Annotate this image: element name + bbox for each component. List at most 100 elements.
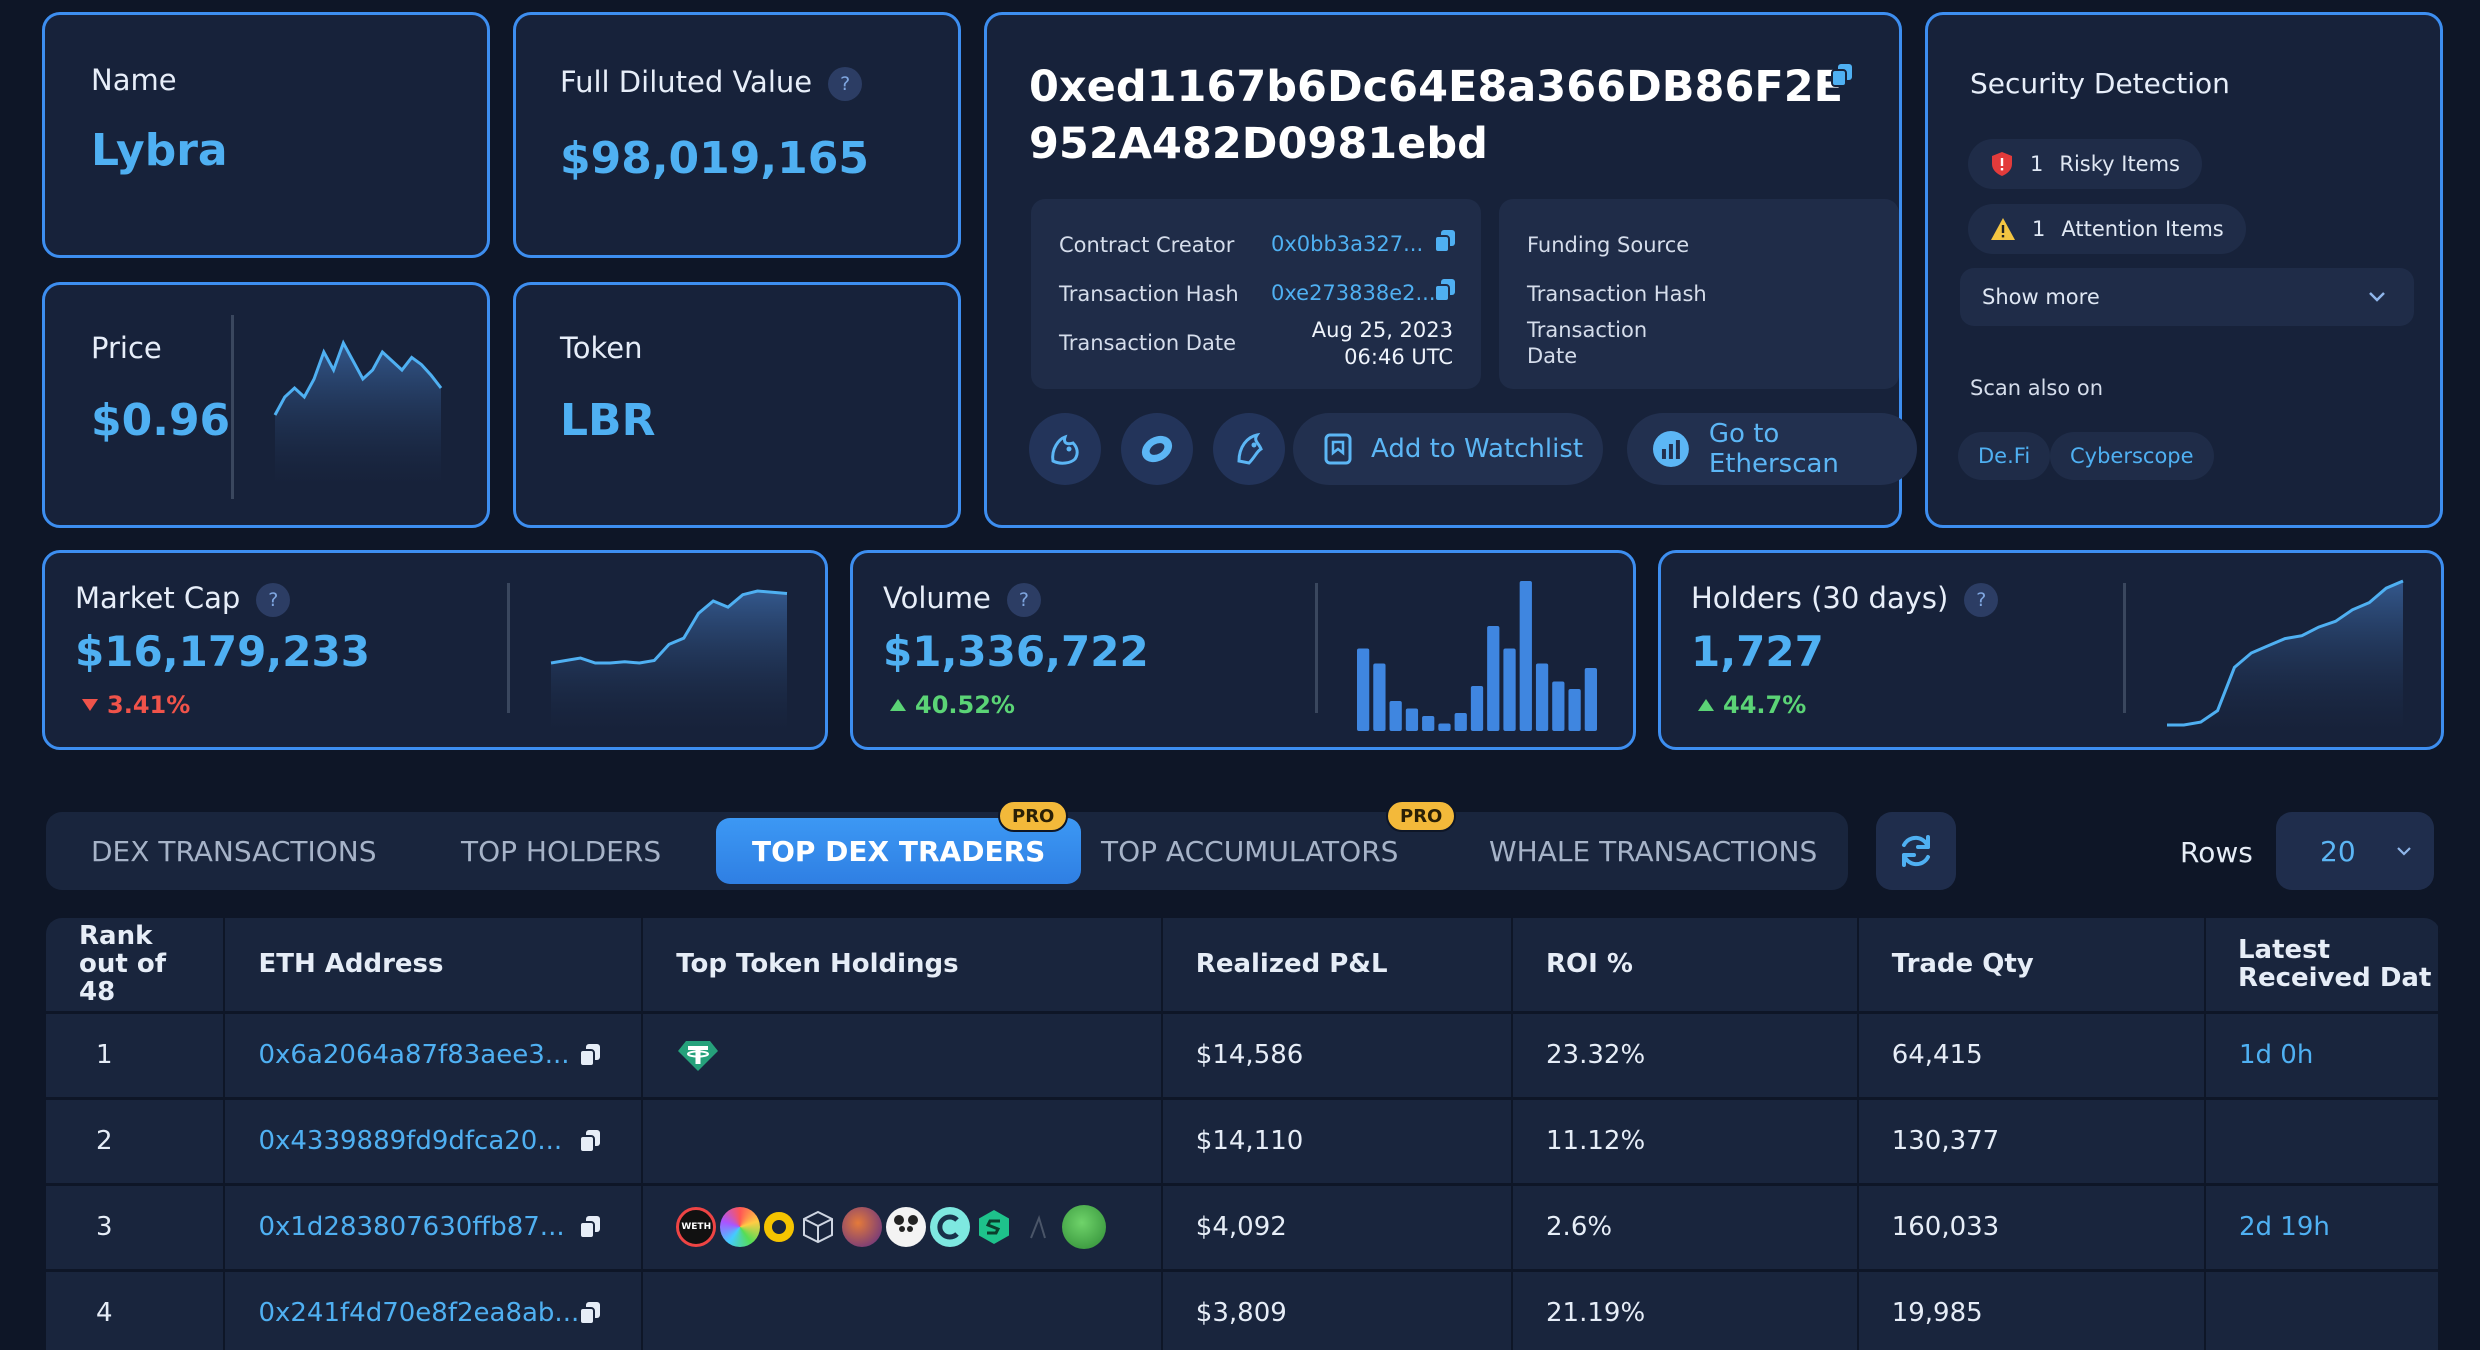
col-latest-received[interactable]: Latest Received Dat (2204, 918, 2440, 1014)
roi-cell: 11.12% (1512, 1098, 1859, 1186)
creator-link[interactable]: 0x0bb3a327... (1271, 232, 1424, 256)
table-row[interactable]: 1 0x6a2064a87f83aee3... $14,586 23.32% 6… (46, 1012, 2440, 1100)
holders-label: Holders (30 days)? (1691, 581, 1999, 617)
rainbow-token-icon[interactable] (720, 1207, 761, 1247)
watchlist-icon (1324, 433, 1352, 465)
contract-address: 0xed1167b6Dc64E8a366DB86F2E952A482D0981e… (1029, 62, 1844, 169)
chevron-down-icon (2397, 847, 2411, 856)
cube-token-icon[interactable] (798, 1207, 838, 1247)
help-icon[interactable]: ? (828, 67, 863, 101)
shield-alert-icon (1992, 152, 2012, 176)
latest-link[interactable]: 1d 0h (2238, 1040, 2314, 1070)
copy-icon[interactable] (579, 1129, 601, 1153)
col-eth-address[interactable]: ETH Address (224, 918, 644, 1014)
attention-items[interactable]: 1 Attention Items (1968, 204, 2246, 254)
security-card: Security Detection 1 Risky Items 1 Atten… (1925, 12, 2443, 528)
token-holdings-cell: WETH (642, 1184, 1163, 1272)
c-token-icon[interactable] (930, 1207, 971, 1247)
holders-change: 44.7% (1697, 691, 1806, 719)
latest-cell: 1d 0h (2204, 1012, 2440, 1100)
tab-top-dex-traders[interactable]: TOP DEX TRADERS (716, 818, 1082, 884)
tab-top-holders[interactable]: TOP HOLDERS (461, 834, 662, 868)
add-to-watchlist-button[interactable]: Add to Watchlist (1293, 413, 1603, 485)
dragon-icon[interactable] (1213, 413, 1285, 485)
address-link[interactable]: 0x241f4d70e8f2ea8ab... (258, 1298, 580, 1328)
name-label: Name (91, 63, 177, 97)
copy-icon[interactable] (579, 1301, 601, 1325)
latest-cell (2204, 1270, 2440, 1350)
col-trade-qty[interactable]: Trade Qty (1857, 918, 2206, 1014)
holders-sparkline (2167, 579, 2404, 731)
col-rank[interactable]: Rank out of 48 (46, 918, 226, 1014)
copy-icon[interactable] (579, 1215, 601, 1239)
go-to-etherscan-button[interactable]: Go to Etherscan (1627, 413, 1917, 485)
cyberscope-link[interactable]: Cyberscope (2050, 432, 2214, 480)
roi-cell: 2.6% (1512, 1184, 1859, 1272)
pnl-cell: $3,809 (1161, 1270, 1514, 1350)
help-icon[interactable]: ? (256, 583, 291, 617)
panda-token-icon[interactable] (886, 1207, 927, 1247)
coin-icon[interactable] (1121, 413, 1193, 485)
fdv-label: Full Diluted Value? (560, 65, 863, 101)
price-value: $0.96 (91, 395, 231, 446)
show-more-dropdown[interactable]: Show more (1960, 268, 2414, 326)
latest-link[interactable]: 2d 19h (2238, 1212, 2330, 1242)
tab-bar: DEX TRANSACTIONS TOP HOLDERS TOP DEX TRA… (46, 812, 1848, 890)
token-symbol: LBR (560, 395, 656, 446)
ring-token-icon[interactable] (764, 1212, 795, 1242)
frog-token-icon[interactable] (1062, 1205, 1107, 1249)
market-cap-spark-line (550, 589, 788, 665)
roi-cell: 23.32% (1512, 1012, 1859, 1100)
col-top-token-holdings[interactable]: Top Token Holdings (642, 918, 1163, 1014)
volume-spark-bar (1568, 689, 1581, 731)
volume-spark-bar (1503, 648, 1516, 731)
funding-label: Funding Source (1527, 233, 1690, 257)
price-spark-area (275, 343, 441, 485)
token-holdings-cell (642, 1270, 1163, 1350)
volume-spark-bar (1405, 708, 1419, 731)
volume-spark-bar (1552, 681, 1565, 731)
price-card: Price $0.96 (42, 282, 490, 528)
lambda-token-icon[interactable] (1018, 1207, 1058, 1247)
holders-value: 1,727 (1691, 627, 1824, 676)
weth-token-icon[interactable]: WETH (676, 1207, 717, 1247)
avatar-token-icon[interactable] (842, 1207, 883, 1247)
security-title: Security Detection (1970, 67, 2230, 100)
rank-cell: 3 (46, 1184, 226, 1272)
market-cap-spark-area (551, 591, 787, 731)
volume-label: Volume? (883, 581, 1041, 617)
table-row[interactable]: 2 0x4339889fd9dfca20... $14,110 11.12% 1… (46, 1098, 2440, 1186)
qty-cell: 19,985 (1857, 1270, 2206, 1350)
uniswap-icon[interactable] (1029, 413, 1101, 485)
tx-hash-label: Transaction Hash (1059, 282, 1239, 306)
risky-items[interactable]: 1 Risky Items (1968, 139, 2203, 189)
holders-spark-line (2167, 579, 2404, 727)
address-link[interactable]: 0x1d283807630ffb87... (258, 1212, 565, 1242)
table-row[interactable]: 4 0x241f4d70e8f2ea8ab... $3,809 21.19% 1… (46, 1270, 2440, 1350)
top-dex-traders-table: Rank out of 48 ETH Address Top Token Hol… (46, 918, 2440, 1350)
help-icon[interactable]: ? (1964, 583, 1999, 617)
tab-top-accumulators[interactable]: TOP ACCUMULATORS (1101, 834, 1399, 868)
tab-whale-transactions[interactable]: WHALE TRANSACTIONS (1489, 834, 1818, 868)
tx-hash-link[interactable]: 0xe273838e2... (1271, 281, 1436, 305)
copy-icon[interactable] (1434, 278, 1456, 302)
divider (2123, 583, 2126, 713)
token-name: Lybra (91, 125, 228, 176)
help-icon[interactable]: ? (1006, 583, 1041, 617)
col-roi[interactable]: ROI % (1512, 918, 1859, 1014)
tether-icon[interactable] (676, 1037, 720, 1073)
tab-dex-transactions[interactable]: DEX TRANSACTIONS (91, 834, 377, 868)
fdv-value: $98,019,165 (560, 133, 869, 184)
s-token-icon[interactable] (974, 1207, 1014, 1247)
address-link[interactable]: 0x6a2064a87f83aee3... (258, 1040, 570, 1070)
copy-icon[interactable] (1831, 63, 1853, 87)
address-link[interactable]: 0x4339889fd9dfca20... (258, 1126, 563, 1156)
rows-select[interactable]: 20 (2276, 812, 2434, 890)
table-row[interactable]: 3 0x1d283807630ffb87... WETH (46, 1184, 2440, 1272)
copy-icon[interactable] (579, 1043, 601, 1067)
risky-label: Risky Items (2059, 152, 2181, 176)
refresh-button[interactable] (1876, 812, 1956, 890)
col-realized-pnl[interactable]: Realized P&L (1161, 918, 1514, 1014)
copy-icon[interactable] (1434, 229, 1456, 253)
defi-link[interactable]: De.Fi (1958, 432, 2051, 480)
